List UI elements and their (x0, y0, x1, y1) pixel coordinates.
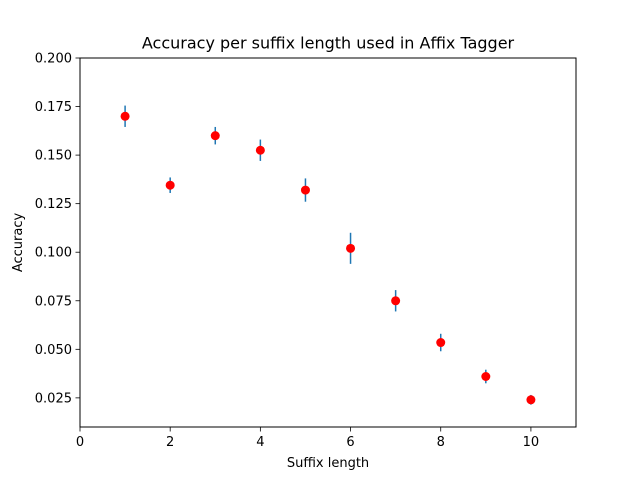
axis-ticks: 0 2 4 6 8 10 0.025 0.050 0.075 0.100 0.125 0.150 0.1… (35, 52, 539, 451)
x-tick-label: 4 (256, 435, 264, 450)
data-point (255, 145, 265, 155)
plot-area-frame (79, 57, 577, 428)
y-axis-label: Accuracy (11, 213, 26, 273)
data-marks (120, 105, 536, 405)
y-tick-label: 0.100 (35, 246, 72, 261)
x-tick-label: 2 (166, 435, 174, 450)
data-point (436, 338, 446, 348)
x-tick-label: 6 (346, 435, 354, 450)
x-tick-label: 10 (523, 435, 540, 450)
data-point (481, 372, 491, 382)
y-tick-label: 0.050 (35, 343, 72, 358)
data-point (165, 180, 175, 190)
x-tick-label: 8 (437, 435, 445, 450)
y-tick-label: 0.150 (35, 149, 72, 164)
data-point (391, 296, 401, 306)
data-point (120, 111, 130, 121)
data-point (346, 243, 356, 253)
x-axis-label: Suffix length (287, 456, 369, 471)
data-point (300, 185, 310, 195)
chart-title: Accuracy per suffix length used in Affix… (142, 34, 515, 53)
y-tick-label: 0.075 (35, 294, 72, 309)
x-tick-label: 0 (76, 435, 84, 450)
y-tick-label: 0.200 (35, 52, 72, 67)
y-tick-label: 0.175 (35, 100, 72, 115)
data-point (526, 395, 536, 405)
data-point (210, 131, 220, 141)
y-tick-label: 0.025 (35, 391, 72, 406)
y-tick-label: 0.125 (35, 197, 72, 212)
